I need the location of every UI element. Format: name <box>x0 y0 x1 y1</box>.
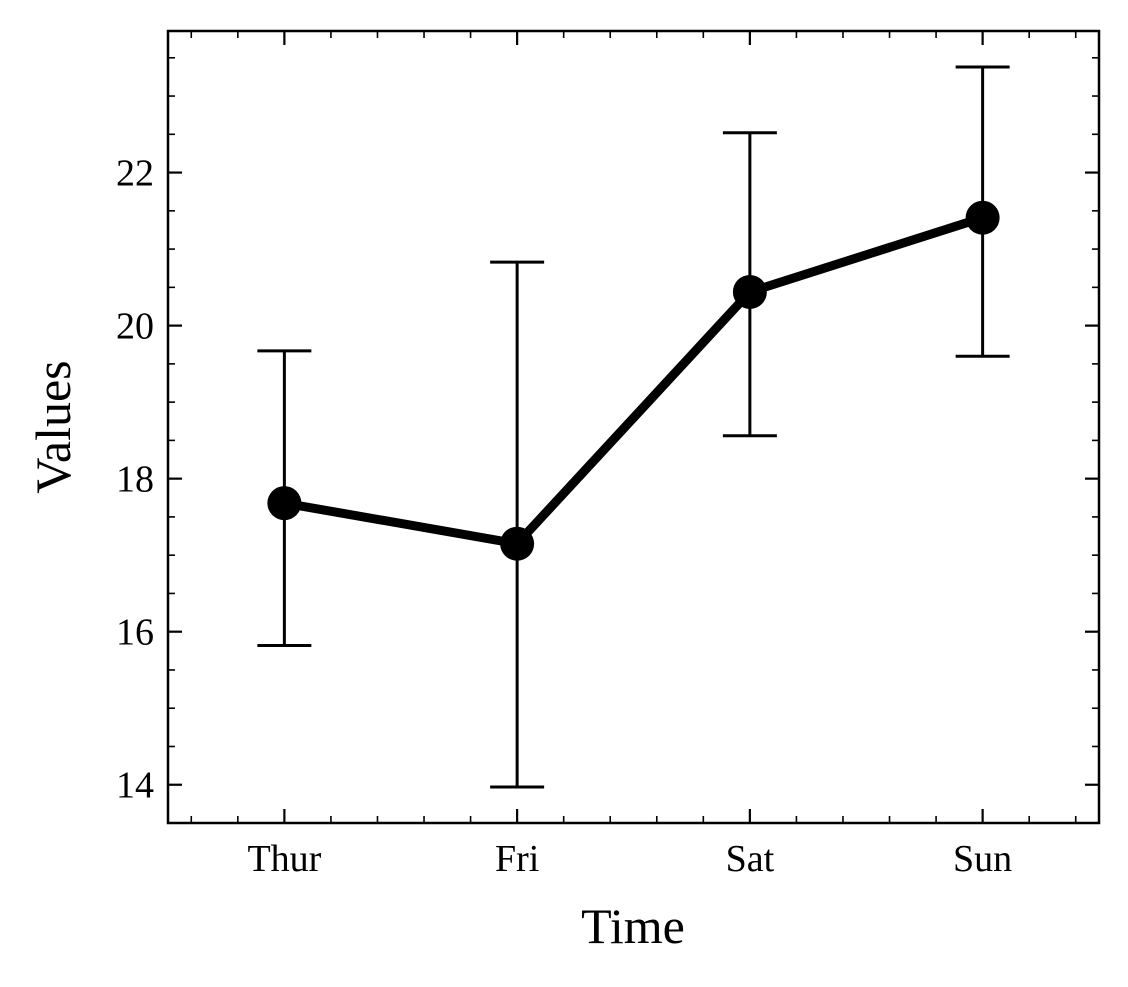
series-line <box>279 213 988 549</box>
y-tick-label: 18 <box>116 459 154 501</box>
x-tick-label: Sat <box>726 838 775 880</box>
y-tick-label: 14 <box>116 765 154 807</box>
x-tick-label: Sun <box>953 838 1012 880</box>
series-line-group <box>279 213 988 549</box>
data-points <box>267 200 1000 561</box>
error-bars <box>257 65 1010 789</box>
x-tick-label: Fri <box>495 838 539 880</box>
plot-frame <box>166 29 1101 825</box>
x-axis-label: Time <box>581 898 685 954</box>
y-tick-labels: 14 16 18 20 22 <box>116 153 154 807</box>
y-axis-label: Values <box>25 360 81 493</box>
y-tick-label: 20 <box>116 306 154 348</box>
data-point <box>732 274 767 309</box>
major-ticks <box>168 31 1099 823</box>
data-point <box>500 526 535 561</box>
x-tick-label: Thur <box>247 838 321 880</box>
data-point <box>267 486 302 521</box>
y-tick-label: 16 <box>116 612 154 654</box>
minor-ticks <box>168 31 1099 824</box>
data-point <box>965 200 1000 235</box>
y-tick-label: 22 <box>116 153 154 195</box>
x-tick-labels: Thur Fri Sat Sun <box>247 838 1012 880</box>
